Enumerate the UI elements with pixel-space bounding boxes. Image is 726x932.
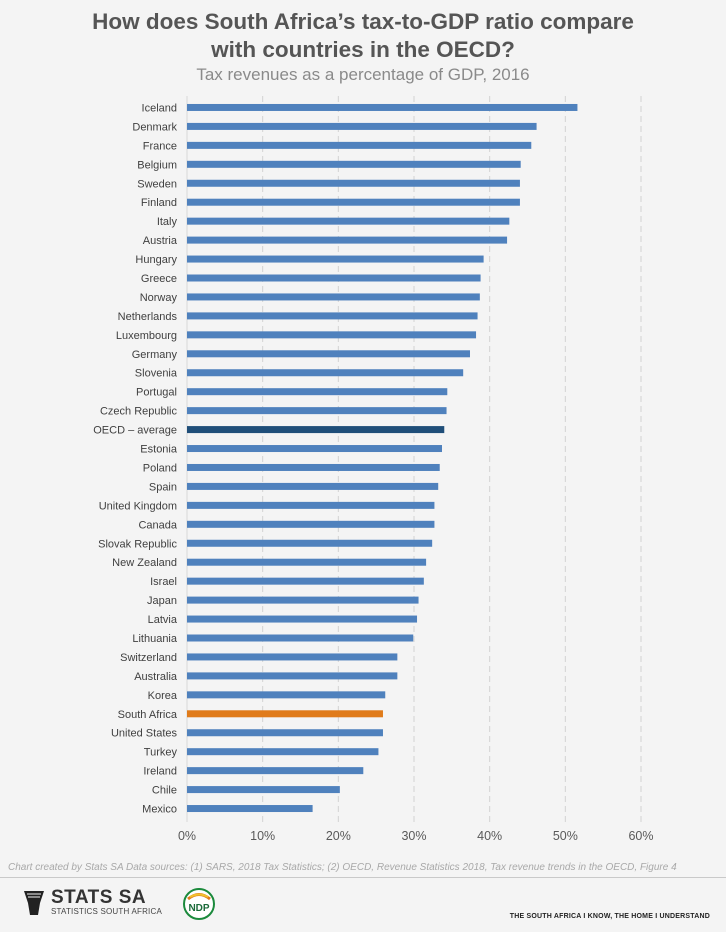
ndp-logo: NDP bbox=[182, 887, 216, 926]
source-note: Chart created by Stats SA Data sources: … bbox=[8, 862, 677, 873]
bar-mexico bbox=[187, 805, 313, 813]
category-label: Chile bbox=[152, 785, 177, 797]
category-label: Japan bbox=[147, 595, 177, 607]
bar-latvia bbox=[187, 615, 418, 623]
bar-estonia bbox=[187, 445, 442, 453]
bar-czech-republic bbox=[187, 407, 447, 415]
bar-belgium bbox=[187, 160, 521, 168]
chart-subtitle: Tax revenues as a percentage of GDP, 201… bbox=[196, 65, 530, 84]
bar-portugal bbox=[187, 388, 448, 396]
bar-italy bbox=[187, 217, 510, 225]
stats-sa-emblem-icon bbox=[24, 890, 44, 915]
category-label: Netherlands bbox=[118, 311, 178, 323]
bar-spain bbox=[187, 482, 439, 490]
category-label: Germany bbox=[132, 349, 178, 361]
bar-chart: 0% 10% 20% 30% 40% 50% 60% Iceland Denmark France… bbox=[93, 96, 654, 843]
bar-luxembourg bbox=[187, 331, 477, 339]
tagline: THE SOUTH AFRICA I KNOW, THE HOME I UNDE… bbox=[509, 913, 710, 920]
bar-hungary bbox=[187, 255, 484, 263]
category-label: Korea bbox=[148, 690, 178, 702]
stats-sa-logo: STATS SA STATISTICS SOUTH AFRICA bbox=[22, 888, 162, 917]
category-label: Italy bbox=[157, 216, 178, 228]
category-label: Finland bbox=[141, 197, 177, 209]
category-label: United States bbox=[111, 728, 178, 740]
category-label: Sweden bbox=[137, 178, 177, 190]
category-label: Turkey bbox=[144, 747, 178, 759]
bar-slovenia bbox=[187, 369, 464, 377]
bar-lithuania bbox=[187, 634, 414, 642]
bar-austria bbox=[187, 236, 508, 244]
category-label: Iceland bbox=[142, 102, 177, 114]
chart-title-line1: How does South Africa’s tax-to-GDP ratio… bbox=[92, 9, 634, 34]
category-label: Australia bbox=[134, 671, 178, 683]
bar-united-states bbox=[187, 729, 383, 737]
x-tick-label: 10% bbox=[250, 829, 275, 843]
category-label: United Kingdom bbox=[99, 500, 177, 512]
bar-greece bbox=[187, 274, 481, 282]
bar-new-zealand bbox=[187, 558, 427, 566]
category-label: Spain bbox=[149, 481, 177, 493]
category-label: OECD – average bbox=[93, 425, 177, 437]
category-label: Slovak Republic bbox=[98, 538, 177, 550]
bar-ireland bbox=[187, 767, 364, 775]
category-label: Israel bbox=[150, 576, 177, 588]
bar-turkey bbox=[187, 748, 379, 756]
bar-netherlands bbox=[187, 312, 478, 320]
bar-australia bbox=[187, 672, 398, 680]
category-label: Austria bbox=[143, 235, 178, 247]
bar-slovak-republic bbox=[187, 539, 433, 547]
x-tick-label: 50% bbox=[553, 829, 578, 843]
bar-south-africa bbox=[187, 710, 383, 718]
category-label: New Zealand bbox=[112, 557, 177, 569]
stats-sa-logo-name: STATS SA bbox=[51, 887, 147, 908]
bar-poland bbox=[187, 463, 440, 471]
category-label: Belgium bbox=[137, 159, 177, 171]
bar-chile bbox=[187, 786, 340, 794]
bar-germany bbox=[187, 350, 470, 358]
category-label: Mexico bbox=[142, 804, 177, 816]
bar-canada bbox=[187, 520, 435, 528]
bar-finland bbox=[187, 198, 520, 206]
bar-oecd-average bbox=[187, 426, 445, 434]
stats-sa-logo-subtitle: STATISTICS SOUTH AFRICA bbox=[51, 907, 162, 916]
bar-norway bbox=[187, 293, 480, 301]
category-label: Norway bbox=[140, 292, 178, 304]
category-label: Poland bbox=[143, 462, 177, 474]
footer-divider bbox=[0, 877, 726, 878]
x-tick-label: 0% bbox=[178, 829, 196, 843]
ndp-logo-label: NDP bbox=[188, 903, 209, 914]
category-label: Estonia bbox=[140, 444, 178, 456]
category-label: Portugal bbox=[136, 387, 177, 399]
bar-sweden bbox=[187, 179, 520, 187]
category-label: Canada bbox=[138, 519, 177, 531]
category-label: Lithuania bbox=[132, 633, 178, 645]
category-label: Czech Republic bbox=[100, 406, 178, 418]
category-label: Hungary bbox=[135, 254, 177, 266]
x-tick-label: 60% bbox=[628, 829, 653, 843]
bar-iceland bbox=[187, 103, 578, 111]
category-label: Denmark bbox=[132, 121, 177, 133]
x-tick-label: 20% bbox=[326, 829, 351, 843]
category-label: Latvia bbox=[148, 614, 178, 626]
bar-denmark bbox=[187, 122, 537, 130]
category-label: Greece bbox=[141, 273, 177, 285]
chart-title-line2: with countries in the OECD? bbox=[211, 37, 515, 62]
bar-switzerland bbox=[187, 653, 398, 661]
category-label: South Africa bbox=[118, 709, 178, 721]
bar-israel bbox=[187, 577, 424, 585]
category-label: Luxembourg bbox=[116, 330, 177, 342]
category-label: France bbox=[143, 140, 177, 152]
x-tick-label: 30% bbox=[401, 829, 426, 843]
ndp-emblem-icon: NDP bbox=[183, 888, 215, 920]
bar-united-kingdom bbox=[187, 501, 435, 509]
category-label: Slovenia bbox=[135, 368, 178, 380]
bar-japan bbox=[187, 596, 419, 604]
bar-france bbox=[187, 141, 532, 149]
category-label: Ireland bbox=[143, 766, 177, 778]
category-label: Switzerland bbox=[120, 652, 177, 664]
x-tick-label: 40% bbox=[477, 829, 502, 843]
bar-korea bbox=[187, 691, 386, 699]
